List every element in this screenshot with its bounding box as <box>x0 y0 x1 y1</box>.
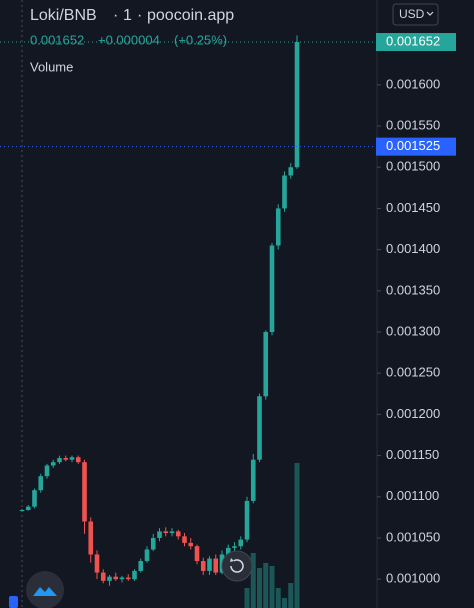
symbol: Loki/BNB <box>30 7 97 24</box>
candle-body <box>88 521 94 555</box>
separator: · <box>113 7 118 24</box>
y-tick-label: 0.001200 <box>386 406 440 421</box>
volume-bar <box>294 463 300 608</box>
candle-body <box>57 458 62 463</box>
y-tick-label: 0.001150 <box>386 447 439 462</box>
overlay: Loki/BNB · 1 · poocoin.app 0.001652 +0.0… <box>9 3 439 608</box>
candle-body <box>225 547 231 555</box>
candle-body <box>150 537 156 550</box>
last-price-label: 0.001652 <box>386 33 440 48</box>
currency-button[interactable] <box>392 3 439 26</box>
y-tick-label: 0.001450 <box>386 200 440 215</box>
y-tick-label: 0.001250 <box>386 365 440 380</box>
last-close: 0.001652 <box>30 32 84 47</box>
candle-body <box>200 561 206 571</box>
y-tick-label: 0.001500 <box>386 159 440 174</box>
candle-body <box>213 558 219 573</box>
change-pct: (+0.25%) <box>174 32 227 47</box>
volume-bar <box>244 588 250 608</box>
candle-body <box>250 459 256 501</box>
candle-body <box>207 558 212 571</box>
volume-bar <box>250 553 256 608</box>
y-tick-label: 0.001100 <box>386 488 439 503</box>
candle-body <box>138 561 144 571</box>
candle-body <box>38 476 44 491</box>
crosshair-price-tag <box>376 137 456 156</box>
plot-area: 0.001000 0.001050 0.001100 0.001150 0.001200… <box>0 33 456 608</box>
candle-body <box>232 546 237 548</box>
candle-body <box>75 457 81 463</box>
candle-body <box>263 332 269 397</box>
volume-bar <box>282 598 287 608</box>
y-tick-label: 0.001400 <box>386 241 440 256</box>
logo-button[interactable] <box>26 571 64 608</box>
volume-title: Volume <box>30 59 73 74</box>
candle-body <box>238 539 244 547</box>
candle-body <box>282 175 287 209</box>
candle-body <box>157 531 162 538</box>
candle-body <box>294 42 300 168</box>
candle-body <box>169 531 175 534</box>
logo-icon <box>33 587 57 596</box>
separator: · <box>137 7 142 24</box>
candle-body <box>119 577 125 580</box>
candle-body <box>19 509 25 511</box>
candle-body <box>94 554 100 573</box>
y-tick-label: 0.001300 <box>386 323 440 338</box>
candle-body <box>50 462 56 466</box>
candle-body <box>100 572 106 581</box>
candle-body <box>269 245 275 333</box>
interval: 1 <box>123 7 132 24</box>
candle-body <box>163 531 169 534</box>
candle-body <box>125 577 131 580</box>
dropdown-arrow <box>426 11 434 16</box>
candle-body <box>25 506 31 510</box>
reset-button[interactable] <box>221 550 253 582</box>
candle-body <box>32 490 37 507</box>
currency[interactable]: USD <box>399 7 425 21</box>
source: poocoin.app <box>147 7 234 24</box>
volume-bar <box>275 588 281 608</box>
candle-body <box>107 576 112 581</box>
candle-body <box>257 396 262 460</box>
candle-body <box>63 458 69 460</box>
candle-body <box>113 576 119 580</box>
candle-body <box>44 465 50 477</box>
volume-bar <box>269 566 275 608</box>
candle-body <box>182 536 187 543</box>
candle-body <box>144 549 150 562</box>
reset-icon <box>230 559 244 573</box>
candle-body <box>188 542 194 547</box>
candle-body <box>194 546 200 562</box>
volume-bar <box>288 583 294 608</box>
crosshair-price-label: 0.001525 <box>386 138 440 153</box>
volume-bar <box>263 563 269 608</box>
candle-body <box>275 208 281 246</box>
y-tick-label: 0.001050 <box>386 529 440 544</box>
candle-body <box>244 500 250 540</box>
candle-body <box>175 531 181 537</box>
volume-bar <box>257 568 262 608</box>
candle-body <box>69 457 75 460</box>
last-price-tag <box>376 33 456 52</box>
y-tick-label: 0.001600 <box>386 76 440 91</box>
y-tick-label: 0.001000 <box>386 571 440 586</box>
candle-body <box>288 167 294 176</box>
candle-body <box>82 462 87 522</box>
reset-icon-head <box>230 558 234 562</box>
candle-body <box>132 570 137 580</box>
scroll-indicator <box>9 596 18 608</box>
change: +0.000004 <box>98 32 160 47</box>
y-tick-label: 0.001350 <box>386 282 440 297</box>
y-tick-label: 0.001550 <box>386 117 440 132</box>
